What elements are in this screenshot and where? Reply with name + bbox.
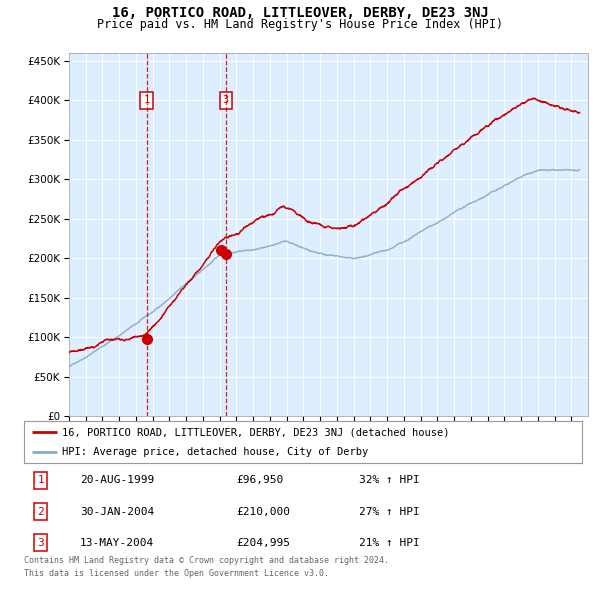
Text: 2: 2 [37, 507, 44, 516]
Text: 3: 3 [223, 96, 229, 106]
Text: 1: 1 [37, 476, 44, 485]
Text: 21% ↑ HPI: 21% ↑ HPI [359, 538, 419, 548]
Text: This data is licensed under the Open Government Licence v3.0.: This data is licensed under the Open Gov… [24, 569, 329, 578]
Text: 30-JAN-2004: 30-JAN-2004 [80, 507, 154, 516]
Text: 27% ↑ HPI: 27% ↑ HPI [359, 507, 419, 516]
Text: £204,995: £204,995 [236, 538, 290, 548]
Text: HPI: Average price, detached house, City of Derby: HPI: Average price, detached house, City… [62, 447, 368, 457]
Text: 1: 1 [143, 96, 149, 106]
Text: £96,950: £96,950 [236, 476, 283, 485]
Text: 16, PORTICO ROAD, LITTLEOVER, DERBY, DE23 3NJ: 16, PORTICO ROAD, LITTLEOVER, DERBY, DE2… [112, 5, 488, 19]
Text: Price paid vs. HM Land Registry's House Price Index (HPI): Price paid vs. HM Land Registry's House … [97, 18, 503, 31]
Text: 32% ↑ HPI: 32% ↑ HPI [359, 476, 419, 485]
Bar [571, 53, 596, 416]
Text: £210,000: £210,000 [236, 507, 290, 516]
Text: Contains HM Land Registry data © Crown copyright and database right 2024.: Contains HM Land Registry data © Crown c… [24, 556, 389, 565]
Text: 20-AUG-1999: 20-AUG-1999 [80, 476, 154, 485]
Text: 16, PORTICO ROAD, LITTLEOVER, DERBY, DE23 3NJ (detached house): 16, PORTICO ROAD, LITTLEOVER, DERBY, DE2… [62, 427, 449, 437]
Text: 13-MAY-2004: 13-MAY-2004 [80, 538, 154, 548]
Text: 3: 3 [37, 538, 44, 548]
